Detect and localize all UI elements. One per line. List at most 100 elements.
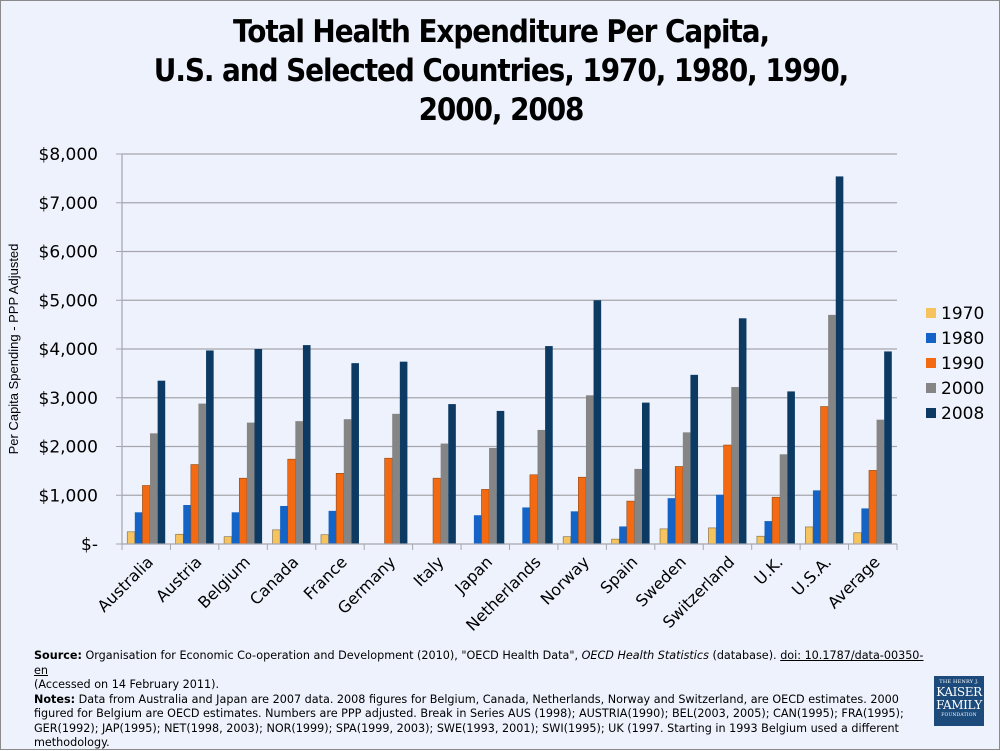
bar-uk-1970 xyxy=(756,535,765,545)
bar-sweden-1990 xyxy=(674,466,684,545)
bar-austria-1990 xyxy=(190,464,199,545)
bar-austria-1980 xyxy=(183,505,191,544)
bar-switzerland-1980 xyxy=(716,494,724,544)
bar-norway-2008 xyxy=(593,300,602,544)
bar-usa-1980 xyxy=(812,490,821,544)
bar-netherlands-2000 xyxy=(537,429,546,544)
bar-sweden-1970 xyxy=(659,528,668,545)
bar-france-2008 xyxy=(351,363,359,544)
y-tick-label: $6,000 xyxy=(39,243,98,263)
legend-swatch-2000 xyxy=(926,383,936,393)
bar-average-1980 xyxy=(861,508,869,544)
footer-notes: Source: Organisation for Economic Co-ope… xyxy=(34,649,924,751)
bar-sweden-2000 xyxy=(682,432,691,544)
bar-switzerland-2008 xyxy=(738,318,747,544)
bar-netherlands-1990 xyxy=(529,474,538,545)
bar-austria-2008 xyxy=(206,350,214,544)
source-label: Source: xyxy=(34,649,82,662)
bar-average-2008 xyxy=(884,351,892,544)
chart-title: Total Health Expenditure Per Capita, U.S… xyxy=(51,13,951,130)
bar-australia-2008 xyxy=(157,380,166,544)
bar-spain-2008 xyxy=(641,402,650,544)
y-tick-label: $7,000 xyxy=(39,194,98,214)
bar-uk-1990 xyxy=(771,496,781,545)
bar-belgium-1980 xyxy=(231,512,240,544)
bar-france-2000 xyxy=(343,419,352,544)
chart-title-line-3: 2000, 2008 xyxy=(418,92,585,128)
bar-canada-2000 xyxy=(295,421,303,544)
bar-chart: $- $1,000 $2,000 $3,000 $4,000 $5,000 $6,000 $7… xyxy=(6,145,984,635)
x-tick-label: Canada xyxy=(246,552,302,608)
bar-austria-2000 xyxy=(198,403,207,544)
bar-canada-1980 xyxy=(280,505,288,544)
bar-belgium-1970 xyxy=(223,536,232,545)
bar-italy-2000 xyxy=(440,443,449,544)
legend-label-1970: 1970 xyxy=(941,304,984,324)
x-tick-label: Italy xyxy=(410,552,448,590)
x-tick-label: Australia xyxy=(94,552,157,615)
legend-swatch-1980 xyxy=(926,333,936,343)
bar-australia-1970 xyxy=(126,531,136,545)
bar-norway-2000 xyxy=(585,395,594,544)
notes-text: Data from Australia and Japan are 2007 d… xyxy=(34,692,904,750)
logo-line-4: FOUNDATION xyxy=(941,713,977,718)
x-tick-label: Average xyxy=(824,552,884,612)
bar-average-1970 xyxy=(853,532,862,545)
bar-switzerland-1970 xyxy=(708,527,717,545)
bar-norway-1980 xyxy=(570,511,579,544)
bar-uk-2000 xyxy=(779,454,788,544)
doi-link[interactable]: doi: 10.1787/data-00350-en xyxy=(34,649,924,677)
source-note: Source: Organisation for Economic Co-ope… xyxy=(34,649,924,678)
notes-label: Notes: xyxy=(34,692,76,706)
y-axis-label: Per Capita Spending - PPP Adjusted xyxy=(6,244,21,455)
bar-germany-1990 xyxy=(384,457,393,545)
axes xyxy=(121,154,898,550)
y-tick-label: $5,000 xyxy=(39,291,98,311)
bar-canada-2008 xyxy=(302,345,311,544)
y-tick-label: $3,000 xyxy=(39,389,98,409)
chart-title-line-2: U.S. and Selected Countries, 1970, 1980,… xyxy=(153,53,849,89)
bar-australia-2000 xyxy=(150,433,158,544)
y-tick-label: $- xyxy=(81,535,98,555)
bar-usa-1990 xyxy=(820,406,829,545)
bar-average-2000 xyxy=(876,419,885,544)
bar-switzerland-1990 xyxy=(723,444,732,545)
bar-norway-1970 xyxy=(562,536,572,545)
bar-japan-2000 xyxy=(489,447,497,544)
bar-spain-2000 xyxy=(634,468,642,544)
bar-usa-2008 xyxy=(835,176,844,545)
source-accessed: (Accessed on 14 February 2011). xyxy=(34,678,220,691)
logo-line-3: FAMILY xyxy=(936,698,982,712)
y-tick-label: $1,000 xyxy=(39,486,98,506)
bar-australia-1980 xyxy=(134,512,143,544)
y-axis-ticks: $- $1,000 $2,000 $3,000 $4,000 $5,000 $6,000 $7… xyxy=(39,145,122,555)
bar-usa-1970 xyxy=(805,526,814,545)
bar-spain-1990 xyxy=(626,500,635,545)
legend: 1970 1980 1990 2000 2008 xyxy=(926,304,984,424)
bar-france-1970 xyxy=(320,534,329,545)
bar-austria-1970 xyxy=(175,533,184,545)
x-axis-ticks: AustraliaAustriaBelgiumCanadaFranceGerma… xyxy=(94,552,884,634)
legend-swatch-1990 xyxy=(926,358,936,368)
bar-netherlands-2008 xyxy=(545,346,553,544)
source-italic: OECD Health Statistics xyxy=(581,649,709,662)
bar-germany-2008 xyxy=(399,361,408,544)
y-tick-label: $2,000 xyxy=(39,438,98,458)
bar-spain-1980 xyxy=(619,526,627,544)
x-tick-label: U.K. xyxy=(750,552,786,588)
legend-label-2008: 2008 xyxy=(941,404,984,424)
bar-average-1990 xyxy=(868,470,877,545)
bar-australia-1990 xyxy=(142,485,151,545)
bar-spain-1970 xyxy=(611,538,620,545)
x-tick-label: Spain xyxy=(596,552,641,597)
bar-france-1980 xyxy=(328,510,337,544)
x-tick-label: Belgium xyxy=(194,552,254,612)
bar-norway-1990 xyxy=(578,476,587,545)
bar-france-1990 xyxy=(335,473,345,545)
bar-belgium-2008 xyxy=(254,349,263,544)
legend-swatch-2008 xyxy=(926,408,936,418)
bar-italy-1990 xyxy=(432,477,441,545)
bar-belgium-2000 xyxy=(246,422,255,544)
bar-japan-2008 xyxy=(496,410,505,544)
